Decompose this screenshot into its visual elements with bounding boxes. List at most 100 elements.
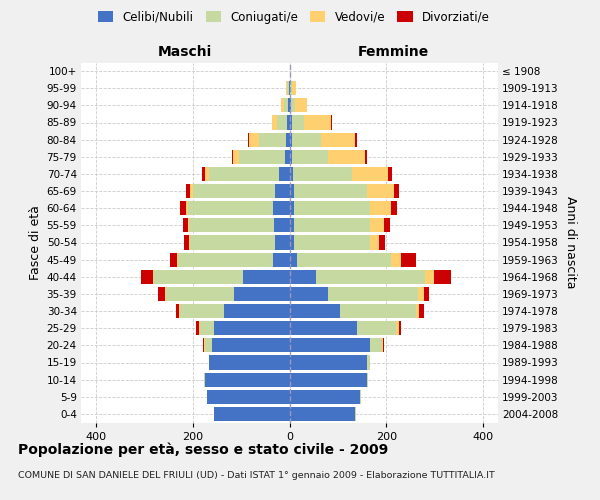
Bar bbox=[177, 252, 178, 266]
Bar bbox=[295, 184, 367, 198]
Bar bbox=[214, 321, 290, 335]
Bar bbox=[355, 407, 356, 421]
Bar bbox=[293, 167, 352, 181]
Bar bbox=[290, 270, 316, 284]
Bar bbox=[358, 321, 396, 335]
Bar bbox=[424, 287, 428, 301]
Bar bbox=[367, 356, 370, 370]
Bar bbox=[259, 132, 286, 146]
Bar bbox=[205, 372, 290, 386]
Bar bbox=[290, 356, 367, 370]
Bar bbox=[272, 201, 290, 215]
Bar bbox=[166, 287, 234, 301]
Bar bbox=[202, 167, 205, 181]
Bar bbox=[290, 201, 295, 215]
Bar bbox=[418, 287, 424, 301]
Bar bbox=[419, 304, 424, 318]
Bar bbox=[248, 132, 249, 146]
Bar bbox=[272, 116, 277, 130]
Bar bbox=[290, 184, 295, 198]
Bar bbox=[290, 321, 358, 335]
Bar bbox=[328, 150, 365, 164]
Bar bbox=[140, 270, 153, 284]
Bar bbox=[290, 132, 292, 146]
Bar bbox=[287, 98, 290, 112]
Bar bbox=[188, 201, 272, 215]
Bar bbox=[401, 252, 416, 266]
Bar bbox=[272, 252, 290, 266]
Bar bbox=[158, 287, 165, 301]
Bar bbox=[328, 287, 418, 301]
Bar bbox=[425, 270, 434, 284]
Bar bbox=[290, 81, 292, 95]
Bar bbox=[186, 201, 188, 215]
Bar bbox=[233, 150, 239, 164]
Bar bbox=[277, 116, 287, 130]
Bar bbox=[189, 236, 190, 250]
Text: COMUNE DI SAN DANIELE DEL FRIULI (UD) - Dati ISTAT 1° gennaio 2009 - Elaborazion: COMUNE DI SAN DANIELE DEL FRIULI (UD) - … bbox=[18, 471, 495, 480]
Text: Maschi: Maschi bbox=[158, 45, 212, 59]
Bar bbox=[388, 167, 392, 181]
Bar bbox=[196, 321, 199, 335]
Bar bbox=[184, 236, 189, 250]
Bar bbox=[180, 201, 186, 215]
Bar bbox=[292, 116, 304, 130]
Bar bbox=[391, 201, 397, 215]
Bar bbox=[289, 81, 290, 95]
Bar bbox=[287, 116, 290, 130]
Bar bbox=[284, 150, 290, 164]
Bar bbox=[290, 390, 360, 404]
Bar bbox=[367, 184, 394, 198]
Bar bbox=[331, 116, 332, 130]
Bar bbox=[321, 132, 355, 146]
Bar bbox=[200, 321, 214, 335]
Bar bbox=[214, 407, 290, 421]
Bar bbox=[183, 218, 188, 232]
Bar bbox=[287, 81, 289, 95]
Bar bbox=[394, 184, 398, 198]
Y-axis label: Fasce di età: Fasce di età bbox=[29, 205, 43, 280]
Bar bbox=[355, 132, 358, 146]
Bar bbox=[295, 201, 370, 215]
Bar bbox=[203, 338, 205, 352]
Bar bbox=[188, 218, 189, 232]
Bar bbox=[190, 184, 193, 198]
Bar bbox=[286, 132, 290, 146]
Bar bbox=[292, 150, 328, 164]
Bar bbox=[181, 304, 224, 318]
Bar bbox=[284, 98, 287, 112]
Bar bbox=[290, 372, 367, 386]
Bar bbox=[295, 218, 370, 232]
Bar bbox=[290, 116, 292, 130]
Bar bbox=[290, 167, 293, 181]
Bar bbox=[275, 236, 290, 250]
Bar bbox=[416, 304, 419, 318]
Bar bbox=[165, 287, 166, 301]
Bar bbox=[391, 252, 401, 266]
Bar bbox=[434, 270, 451, 284]
Bar bbox=[290, 218, 295, 232]
Bar bbox=[207, 390, 290, 404]
Bar bbox=[154, 270, 244, 284]
Bar bbox=[199, 321, 200, 335]
Bar bbox=[290, 150, 292, 164]
Bar bbox=[205, 338, 212, 352]
Bar bbox=[370, 236, 379, 250]
Bar bbox=[396, 321, 398, 335]
Bar bbox=[290, 98, 291, 112]
Legend: Celibi/Nubili, Coniugati/e, Vedovi/e, Divorziati/e: Celibi/Nubili, Coniugati/e, Vedovi/e, Di… bbox=[93, 6, 495, 28]
Bar bbox=[297, 252, 391, 266]
Bar bbox=[286, 81, 287, 95]
Bar bbox=[193, 184, 275, 198]
Bar bbox=[360, 390, 361, 404]
Bar bbox=[244, 270, 290, 284]
Bar bbox=[290, 304, 340, 318]
Bar bbox=[340, 304, 416, 318]
Bar bbox=[176, 304, 179, 318]
Bar bbox=[232, 150, 233, 164]
Bar bbox=[365, 150, 367, 164]
Bar bbox=[179, 304, 181, 318]
Bar bbox=[209, 356, 290, 370]
Bar bbox=[290, 407, 355, 421]
Text: Femmine: Femmine bbox=[358, 45, 430, 59]
